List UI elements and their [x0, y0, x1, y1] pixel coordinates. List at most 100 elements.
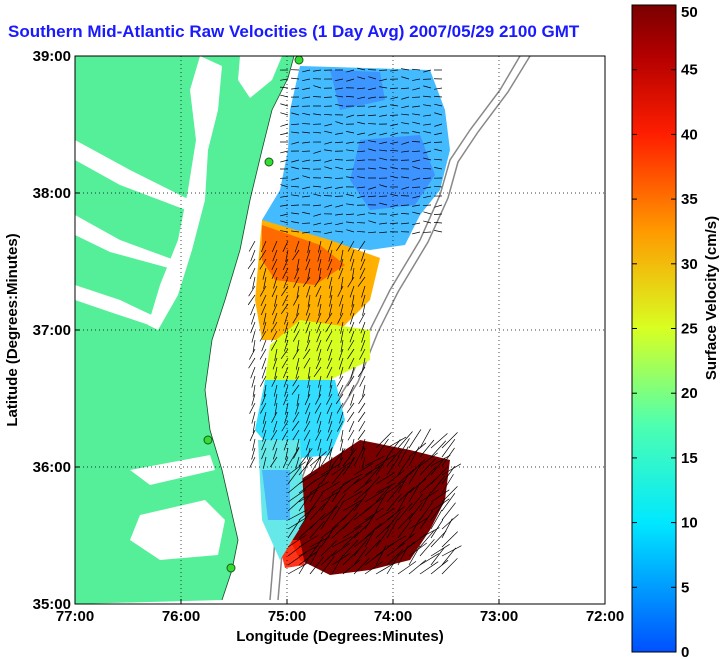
velocity-arrow	[263, 384, 267, 397]
velocity-arrow	[248, 240, 256, 252]
velocity-arrow	[430, 519, 444, 539]
velocity-arrow	[412, 68, 421, 71]
velocity-arrow	[287, 461, 306, 476]
velocity-arrow	[375, 491, 388, 512]
velocity-arrow	[316, 411, 322, 424]
velocity-arrow	[422, 204, 432, 206]
velocity-arrow	[353, 486, 371, 503]
velocity-arrow	[298, 510, 312, 530]
velocity-arrow	[350, 366, 355, 379]
velocity-arrow	[273, 384, 278, 397]
velocity-arrow	[298, 554, 311, 575]
velocity-arrow	[434, 95, 443, 98]
velocity-arrow	[434, 87, 443, 90]
velocity-arrow	[357, 67, 366, 71]
velocity-arrow	[285, 249, 289, 262]
velocity-arrow	[434, 132, 443, 136]
velocity-arrow	[430, 457, 446, 476]
velocity-arrow	[291, 177, 300, 181]
velocity-field-north-core	[350, 135, 435, 210]
velocity-arrow	[315, 393, 322, 405]
velocity-arrow	[412, 222, 421, 226]
velocity-arrow	[408, 459, 426, 476]
velocity-arrow	[260, 240, 267, 253]
velocity-arrow	[302, 78, 311, 82]
velocity-arrow	[335, 213, 344, 216]
colorbar-tick-label: 50	[681, 4, 698, 21]
velocity-arrow	[302, 175, 311, 179]
velocity-arrow	[408, 446, 420, 467]
velocity-arrow	[340, 339, 344, 352]
velocity-arrow	[326, 339, 333, 352]
velocity-arrow	[346, 95, 355, 98]
velocity-arrow	[260, 294, 267, 307]
velocity-arrow	[331, 542, 351, 557]
velocity-arrow	[401, 87, 410, 90]
velocity-arrow	[313, 150, 322, 154]
velocity-arrow	[441, 432, 458, 449]
velocity-arrow	[261, 366, 267, 379]
velocity-arrow	[249, 429, 256, 442]
velocity-arrow	[434, 185, 443, 188]
velocity-arrow	[335, 230, 344, 233]
velocity-arrow	[280, 112, 289, 116]
velocity-arrow	[346, 69, 355, 73]
velocity-arrow	[401, 96, 410, 100]
velocity-arrow	[408, 429, 422, 449]
velocity-arrow	[325, 330, 333, 342]
velocity-arrow	[342, 478, 360, 494]
x-axis-ticks: 77:00 76:00 75:00 74:00 73:00 72:00	[56, 599, 624, 625]
velocity-arrow	[441, 518, 453, 539]
velocity-arrow	[315, 429, 322, 441]
velocity-arrow	[346, 131, 355, 134]
velocity-arrow	[331, 552, 351, 566]
velocity-arrow	[348, 420, 355, 433]
velocity-arrow	[337, 384, 344, 397]
velocity-arrow	[291, 77, 300, 80]
velocity-arrow	[338, 357, 344, 370]
velocity-arrow	[262, 267, 267, 280]
velocity-arrow	[272, 249, 278, 262]
velocity-arrow	[419, 561, 439, 575]
velocity-arrow	[320, 505, 339, 521]
pamlico-sound	[130, 500, 225, 560]
colorbar-tick-label: 20	[681, 385, 698, 402]
velocity-arrow	[397, 446, 409, 467]
colorbar-label: Surface Velocity (cm/s)	[703, 216, 720, 380]
velocity-arrow	[331, 522, 349, 539]
velocity-arrow	[331, 501, 344, 521]
velocity-arrow	[291, 384, 300, 395]
velocity-arrow	[305, 438, 311, 451]
velocity-arrow	[320, 524, 339, 539]
velocity-arrow	[356, 231, 366, 233]
velocity-arrow	[248, 357, 256, 369]
velocity-arrow	[261, 447, 267, 460]
velocity-arrow	[434, 148, 443, 152]
velocity-arrow	[375, 522, 393, 539]
velocity-arrow	[309, 451, 327, 467]
velocity-arrow	[252, 339, 256, 352]
velocity-arrow	[287, 446, 300, 467]
velocity-arrow	[339, 366, 344, 379]
velocity-arrow	[368, 105, 377, 108]
velocity-arrow	[302, 131, 311, 134]
velocity-arrow	[298, 448, 313, 467]
velocity-arrow	[412, 211, 421, 215]
velocity-arrow	[408, 464, 421, 485]
y-tick-label: 37:00	[33, 322, 71, 339]
velocity-arrow	[361, 330, 366, 343]
velocity-arrow	[260, 303, 267, 316]
velocity-arrow	[271, 258, 278, 270]
colorbar-tick-label: 10	[681, 515, 698, 532]
velocity-arrow	[358, 393, 366, 405]
velocity-arrow	[357, 411, 366, 423]
velocity-arrow	[324, 204, 333, 208]
velocity-arrow	[250, 312, 256, 325]
velocity-arrow	[263, 276, 267, 289]
velocity-arrow	[271, 285, 278, 298]
velocity-arrow	[359, 267, 366, 279]
velocity-arrow	[401, 141, 410, 145]
velocity-arrow	[358, 312, 366, 324]
station-marker	[203, 435, 213, 445]
velocity-arrow	[401, 68, 410, 71]
